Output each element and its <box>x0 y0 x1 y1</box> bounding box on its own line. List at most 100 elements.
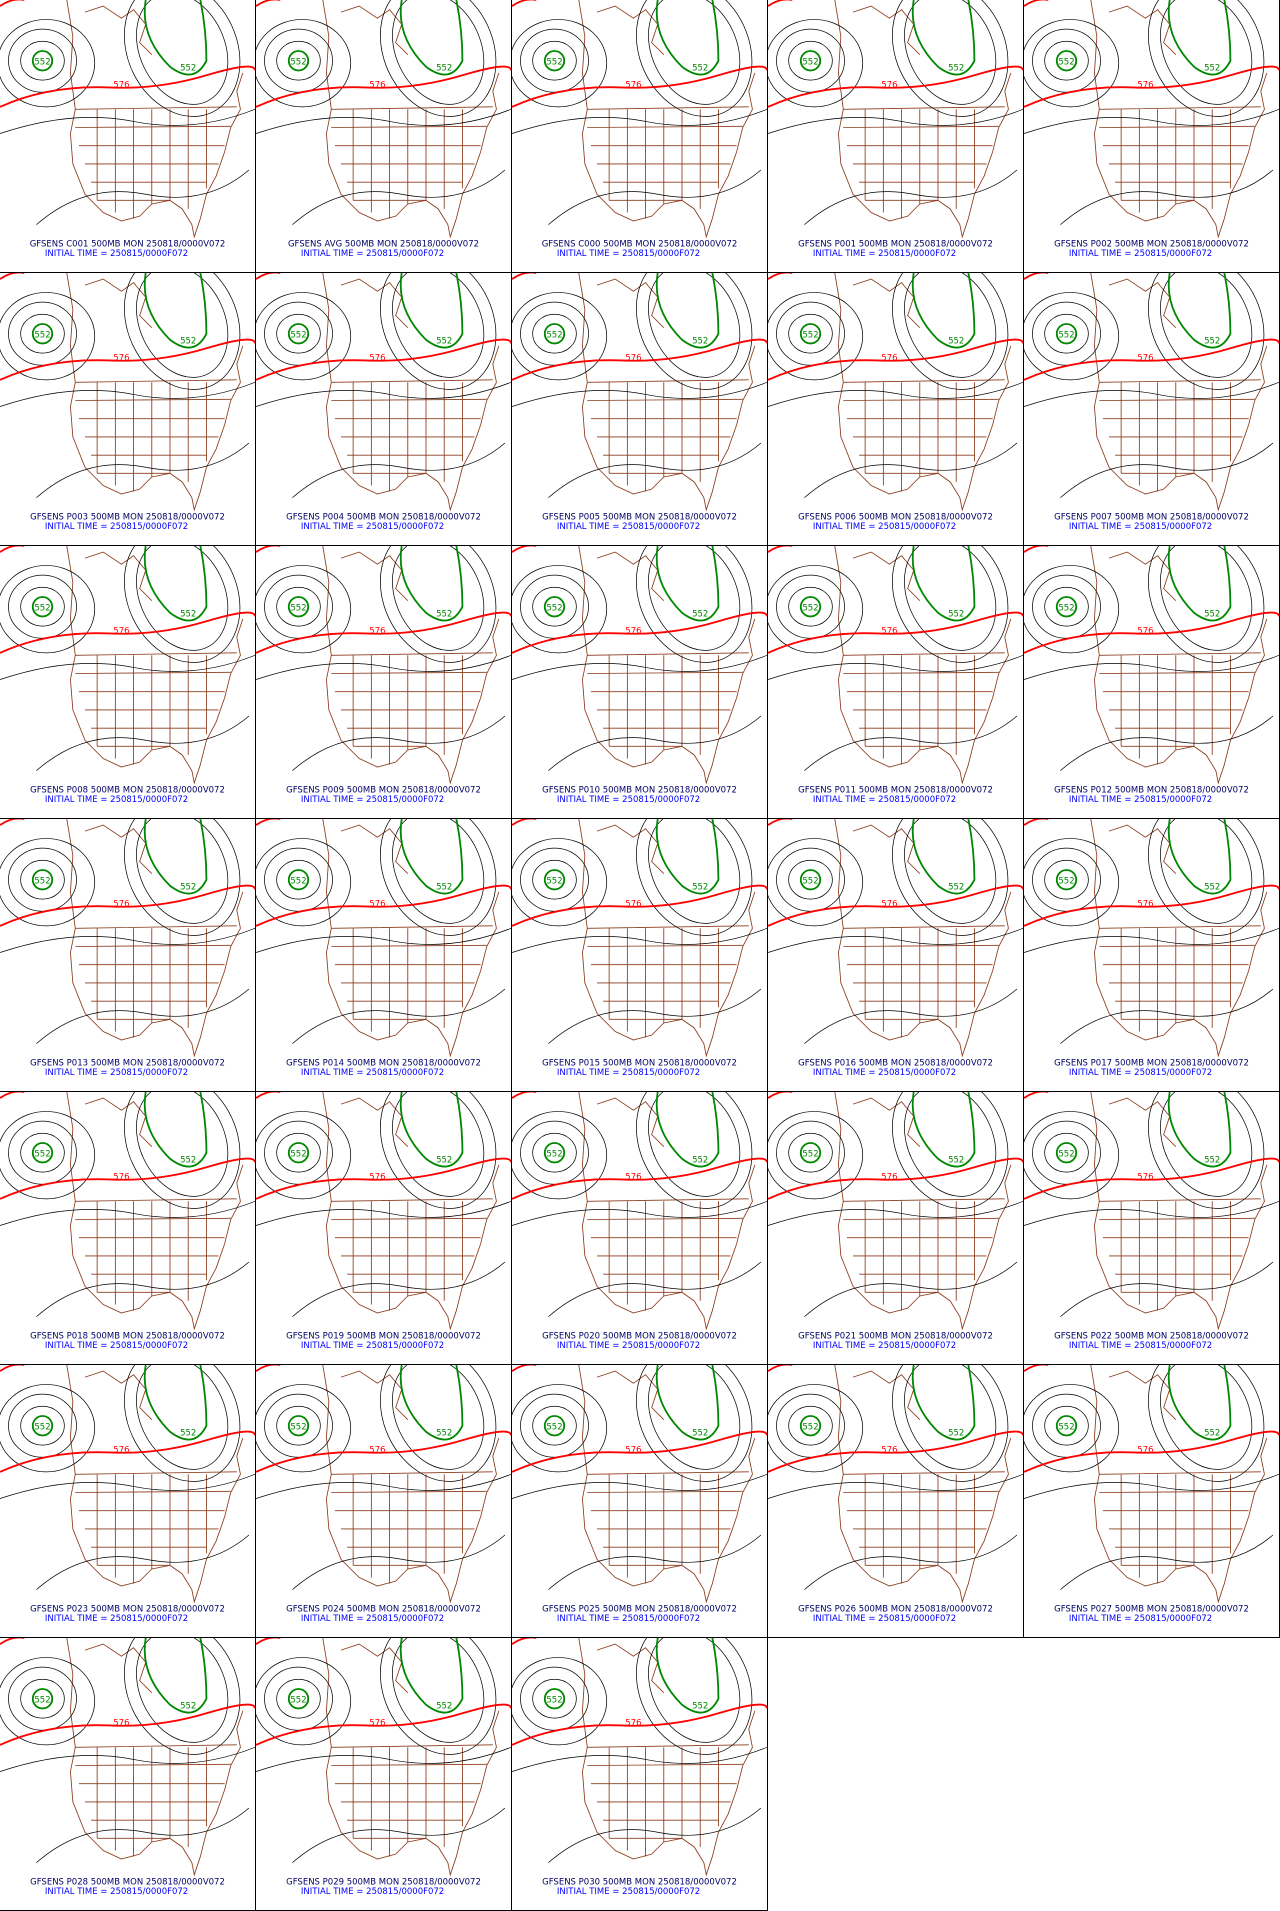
panel-subtitle: INITIAL TIME = 250815/0000F072 <box>557 795 700 805</box>
panel-title: GFSENS P002 500MB MON 250818/0000V072 <box>1054 240 1249 250</box>
contour-label: 552 <box>802 1422 818 1432</box>
contour-label: 552 <box>692 1428 708 1438</box>
contour-label: 576 <box>881 80 897 90</box>
contour-label: 552 <box>34 1695 50 1705</box>
map-panel: 552 552 576 GFSENS P003 500MB MON 250818/00… <box>0 273 256 546</box>
contour-label: 552 <box>1204 1155 1220 1165</box>
map-graphics <box>512 1365 767 1603</box>
contour-label: 552 <box>290 330 306 340</box>
contour-label: 576 <box>881 1445 897 1455</box>
contour-label: 552 <box>692 1155 708 1165</box>
map-panel: 552 552 576 GFSENS P009 500MB MON 250818/00… <box>256 546 512 819</box>
panel-title: GFSENS P021 500MB MON 250818/0000V072 <box>798 1332 993 1342</box>
contour-label: 552 <box>1204 882 1220 892</box>
map: 552 552 576 GFSENS P027 500MB MON 250818/00… <box>1024 1365 1279 1624</box>
map-graphics <box>768 1365 1023 1603</box>
panel-subtitle: INITIAL TIME = 250815/0000F072 <box>1069 1614 1212 1624</box>
contour-label: 576 <box>1137 80 1153 90</box>
map: 552 552 576 GFSENS C000 500MB MON 250818/00… <box>512 0 767 259</box>
contour-label: 552 <box>1204 1428 1220 1438</box>
map: 552 552 576 GFSENS P004 500MB MON 250818/00… <box>256 273 511 532</box>
panel-subtitle: INITIAL TIME = 250815/0000F072 <box>1069 795 1212 805</box>
map: 552 552 576 GFSENS P026 500MB MON 250818/00… <box>768 1365 1023 1624</box>
map-graphics <box>512 0 767 238</box>
contour-label: 576 <box>113 80 129 90</box>
contour-label: 576 <box>113 626 129 636</box>
panel-title: GFSENS P024 500MB MON 250818/0000V072 <box>286 1605 481 1615</box>
contour-label: 552 <box>692 882 708 892</box>
panel-title: GFSENS AVG 500MB MON 250818/0000V072 <box>288 240 479 250</box>
map: 552 552 576 GFSENS P023 500MB MON 250818/00… <box>0 1365 255 1624</box>
map-panel: 552 552 576 GFSENS C000 500MB MON 250818/00… <box>512 0 768 273</box>
map-graphics <box>0 1092 255 1330</box>
contour-label: 576 <box>1137 626 1153 636</box>
panel-title: GFSENS P012 500MB MON 250818/0000V072 <box>1054 786 1249 796</box>
panel-title: GFSENS P004 500MB MON 250818/0000V072 <box>286 513 481 523</box>
map-graphics <box>0 819 255 1057</box>
map-graphics <box>512 819 767 1057</box>
contour-label: 552 <box>1204 63 1220 73</box>
contour-label: 552 <box>34 1149 50 1159</box>
map-panel: 552 552 576 GFSENS P029 500MB MON 250818/00… <box>256 1638 512 1911</box>
panel-title: GFSENS P029 500MB MON 250818/0000V072 <box>286 1878 481 1888</box>
contour-label: 552 <box>180 609 196 619</box>
map-graphics <box>1024 546 1279 784</box>
map-graphics <box>1024 819 1279 1057</box>
contour-label: 552 <box>1058 876 1074 886</box>
map: 552 552 576 GFSENS P014 500MB MON 250818/00… <box>256 819 511 1078</box>
panel-subtitle: INITIAL TIME = 250815/0000F072 <box>1069 1341 1212 1351</box>
contour-label: 552 <box>546 876 562 886</box>
map-graphics <box>768 0 1023 238</box>
panel-title: GFSENS P026 500MB MON 250818/0000V072 <box>798 1605 993 1615</box>
contour-label: 576 <box>1137 1172 1153 1182</box>
map-graphics <box>0 0 255 238</box>
contour-label: 552 <box>546 603 562 613</box>
map-panel: 552 552 576 GFSENS P013 500MB MON 250818/00… <box>0 819 256 1092</box>
map-panel: 552 552 576 GFSENS P019 500MB MON 250818/00… <box>256 1092 512 1365</box>
panel-title: GFSENS P011 500MB MON 250818/0000V072 <box>798 786 993 796</box>
panel-subtitle: INITIAL TIME = 250815/0000F072 <box>557 1341 700 1351</box>
map: 552 552 576 GFSENS P010 500MB MON 250818/00… <box>512 546 767 805</box>
map-panel: 552 552 576 GFSENS C001 500MB MON 250818/00… <box>0 0 256 273</box>
panel-subtitle: INITIAL TIME = 250815/0000F072 <box>813 1341 956 1351</box>
map-graphics <box>0 273 255 511</box>
map-panel: 552 552 576 GFSENS P008 500MB MON 250818/00… <box>0 546 256 819</box>
contour-label: 576 <box>369 1718 385 1728</box>
contour-label: 576 <box>369 1172 385 1182</box>
map: 552 552 576 GFSENS P018 500MB MON 250818/00… <box>0 1092 255 1351</box>
map: 552 552 576 GFSENS P025 500MB MON 250818/00… <box>512 1365 767 1624</box>
map-graphics <box>768 1092 1023 1330</box>
map-panel: 552 552 576 GFSENS P007 500MB MON 250818/00… <box>1024 273 1280 546</box>
map: 552 552 576 GFSENS P002 500MB MON 250818/00… <box>1024 0 1279 259</box>
map-graphics <box>768 273 1023 511</box>
contour-label: 552 <box>692 63 708 73</box>
contour-label: 552 <box>436 1155 452 1165</box>
map: 552 552 576 GFSENS P019 500MB MON 250818/00… <box>256 1092 511 1351</box>
contour-label: 552 <box>436 1701 452 1711</box>
panel-subtitle: INITIAL TIME = 250815/0000F072 <box>1069 249 1212 259</box>
contour-label: 576 <box>625 899 641 909</box>
panel-subtitle: INITIAL TIME = 250815/0000F072 <box>1069 522 1212 532</box>
map-panel: 552 552 576 GFSENS P018 500MB MON 250818/00… <box>0 1092 256 1365</box>
panel-subtitle: INITIAL TIME = 250815/0000F072 <box>45 1614 188 1624</box>
panel-subtitle: INITIAL TIME = 250815/0000F072 <box>557 522 700 532</box>
contour-label: 576 <box>625 626 641 636</box>
map: 552 552 576 GFSENS P028 500MB MON 250818/00… <box>0 1638 255 1897</box>
panel-title: GFSENS P009 500MB MON 250818/0000V072 <box>286 786 481 796</box>
contour-label: 552 <box>34 876 50 886</box>
contour-label: 552 <box>802 1149 818 1159</box>
map-panel: 552 552 576 GFSENS P021 500MB MON 250818/00… <box>768 1092 1024 1365</box>
contour-label: 576 <box>113 353 129 363</box>
panel-title: GFSENS P005 500MB MON 250818/0000V072 <box>542 513 737 523</box>
panel-subtitle: INITIAL TIME = 250815/0000F072 <box>45 1887 188 1897</box>
map-panel: 552 552 576 GFSENS P002 500MB MON 250818/00… <box>1024 0 1280 273</box>
map-panel: 552 552 576 GFSENS P012 500MB MON 250818/00… <box>1024 546 1280 819</box>
panel-title: GFSENS P007 500MB MON 250818/0000V072 <box>1054 513 1249 523</box>
panel-title: GFSENS P015 500MB MON 250818/0000V072 <box>542 1059 737 1069</box>
map-panel: 552 552 576 GFSENS P016 500MB MON 250818/00… <box>768 819 1024 1092</box>
map-graphics <box>768 546 1023 784</box>
map-graphics <box>512 546 767 784</box>
contour-label: 576 <box>369 80 385 90</box>
contour-label: 552 <box>546 1422 562 1432</box>
